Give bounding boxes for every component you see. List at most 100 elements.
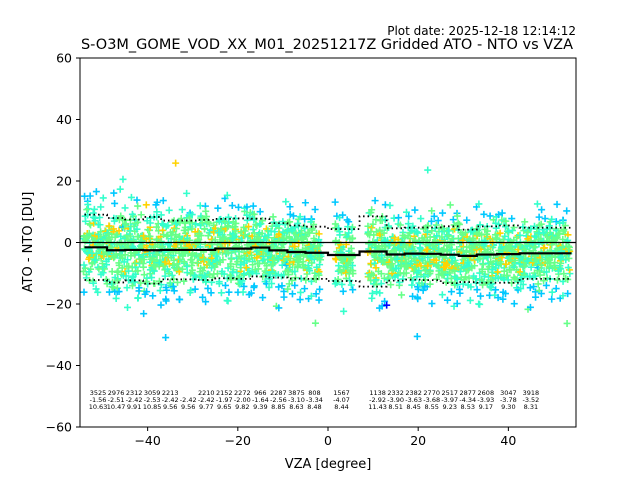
scatter-point — [133, 225, 141, 233]
scatter-point — [428, 207, 436, 215]
bin-std-label: 8.63 — [289, 403, 303, 411]
scatter-point — [224, 213, 232, 221]
scatter-point — [536, 271, 544, 279]
scatter-point — [275, 220, 283, 228]
scatter-point — [543, 268, 550, 276]
scatter-point — [249, 202, 257, 210]
scatter-point — [301, 224, 309, 232]
scatter-point — [413, 273, 421, 281]
scatter-point — [453, 212, 461, 220]
scatter-point — [237, 276, 245, 284]
scatter-point — [196, 252, 204, 260]
scatter-point — [377, 270, 385, 278]
scatter-point — [86, 192, 94, 200]
scatter-point — [461, 273, 469, 281]
bin-count-label: 3059 — [144, 389, 161, 397]
scatter-point — [548, 295, 556, 303]
scatter-point — [446, 269, 454, 277]
scatter-point — [534, 280, 542, 288]
scatter-point — [559, 235, 567, 243]
scatter-point — [434, 217, 442, 225]
scatter-point — [96, 221, 104, 229]
scatter-point — [381, 216, 389, 224]
scatter-point — [541, 215, 549, 223]
scatter-point — [219, 256, 227, 264]
scatter-point — [155, 259, 163, 267]
scatter-point — [415, 267, 423, 275]
scatter-point — [418, 255, 426, 263]
scatter-point — [376, 289, 384, 297]
scatter-point — [371, 197, 379, 205]
x-axis-label: VZA [degree] — [285, 457, 372, 472]
scatter-point — [548, 215, 556, 223]
scatter-point — [540, 244, 548, 252]
scatter-point — [414, 229, 422, 237]
scatter-point — [269, 242, 277, 250]
scatter-point — [411, 206, 419, 214]
scatter-point — [223, 191, 231, 199]
lower-std-line — [84, 275, 572, 288]
scatter-point — [142, 201, 150, 209]
scatter-point — [217, 289, 225, 297]
scatter-point — [143, 288, 151, 296]
scatter-point — [537, 220, 545, 228]
scatter-point — [214, 204, 222, 212]
scatter-point — [369, 220, 377, 228]
scatter-point — [339, 211, 347, 219]
y-tick-label: −60 — [46, 420, 72, 435]
scatter-point — [302, 233, 310, 241]
scatter-points — [80, 159, 574, 342]
scatter-point — [498, 254, 506, 262]
scatter-point — [124, 256, 132, 264]
scatter-point — [373, 288, 381, 296]
scatter-point — [188, 211, 196, 219]
scatter-point — [224, 297, 232, 305]
scatter-point — [443, 296, 451, 304]
scatter-point — [82, 234, 90, 242]
scatter-point — [419, 286, 427, 294]
scatter-point — [202, 207, 210, 215]
scatter-point — [347, 281, 355, 289]
scatter-point — [423, 228, 431, 236]
scatter-point — [538, 206, 546, 214]
bin-count-label: 966 — [254, 389, 266, 397]
scatter-point — [292, 274, 300, 282]
scatter-point — [483, 227, 491, 235]
scatter-point — [83, 206, 91, 214]
scatter-point — [455, 220, 463, 228]
bin-count-label: 2312 — [126, 389, 143, 397]
scatter-point — [379, 257, 387, 265]
scatter-point — [220, 270, 228, 278]
scatter-point — [271, 228, 279, 236]
scatter-point — [254, 233, 262, 241]
bin-count-label: 1567 — [333, 389, 350, 397]
scatter-point — [516, 268, 524, 276]
scatter-point — [339, 287, 347, 295]
scatter-point — [378, 302, 386, 310]
bin-mean-label: -2.00 — [234, 396, 251, 404]
scatter-point — [338, 280, 346, 288]
scatter-point — [430, 212, 438, 220]
bin-count-label: 1138 — [369, 389, 386, 397]
scatter-point — [122, 220, 130, 228]
scatter-point — [123, 262, 131, 270]
scatter-point — [178, 265, 186, 273]
scatter-point — [409, 222, 417, 230]
scatter-point — [498, 209, 506, 217]
scatter-point — [115, 288, 123, 296]
scatter-point — [496, 229, 504, 237]
scatter-point — [134, 202, 142, 210]
scatter-point — [165, 206, 173, 214]
scatter-point — [345, 229, 353, 237]
scatter-point — [228, 255, 236, 263]
bin-mean-label: -3.68 — [423, 396, 440, 404]
bin-mean-label: -4.34 — [459, 396, 476, 404]
scatter-point — [99, 269, 107, 277]
bin-std-label: 8.45 — [406, 403, 420, 411]
scatter-point — [188, 256, 196, 264]
scatter-point — [110, 189, 118, 197]
scatter-point — [89, 251, 97, 259]
scatter-point — [178, 206, 186, 214]
bin-mean-label: -1.56 — [90, 396, 107, 404]
